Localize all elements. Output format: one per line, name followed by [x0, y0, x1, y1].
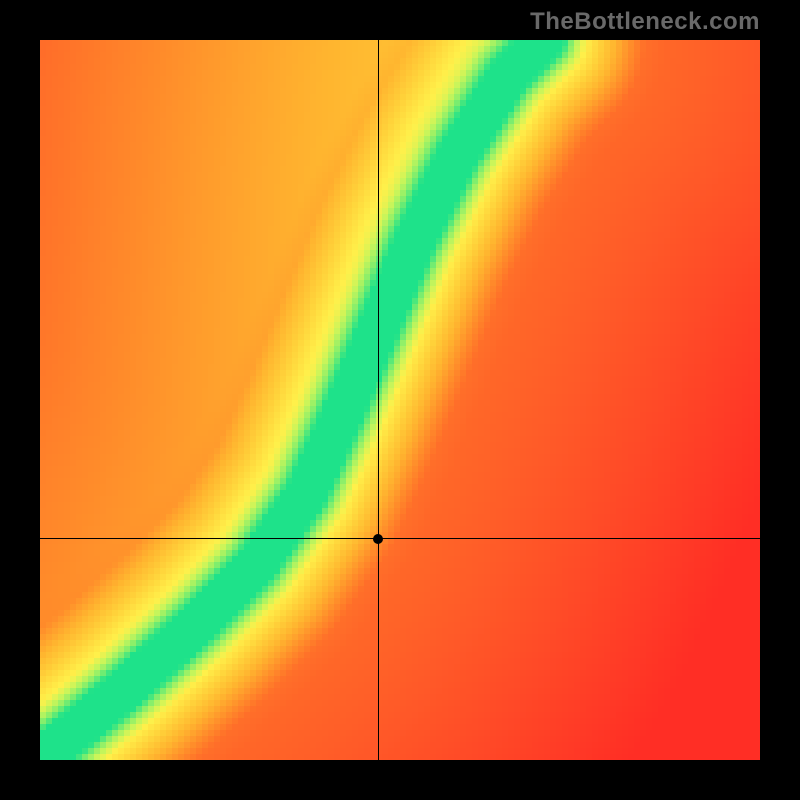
crosshair-horizontal: [40, 538, 760, 539]
crosshair-marker: [373, 534, 383, 544]
heatmap-canvas: [40, 40, 760, 760]
watermark-text: TheBottleneck.com: [530, 8, 760, 36]
chart-container: TheBottleneck.com: [0, 0, 800, 800]
crosshair-vertical: [378, 40, 379, 760]
heatmap-plot: [40, 40, 760, 760]
